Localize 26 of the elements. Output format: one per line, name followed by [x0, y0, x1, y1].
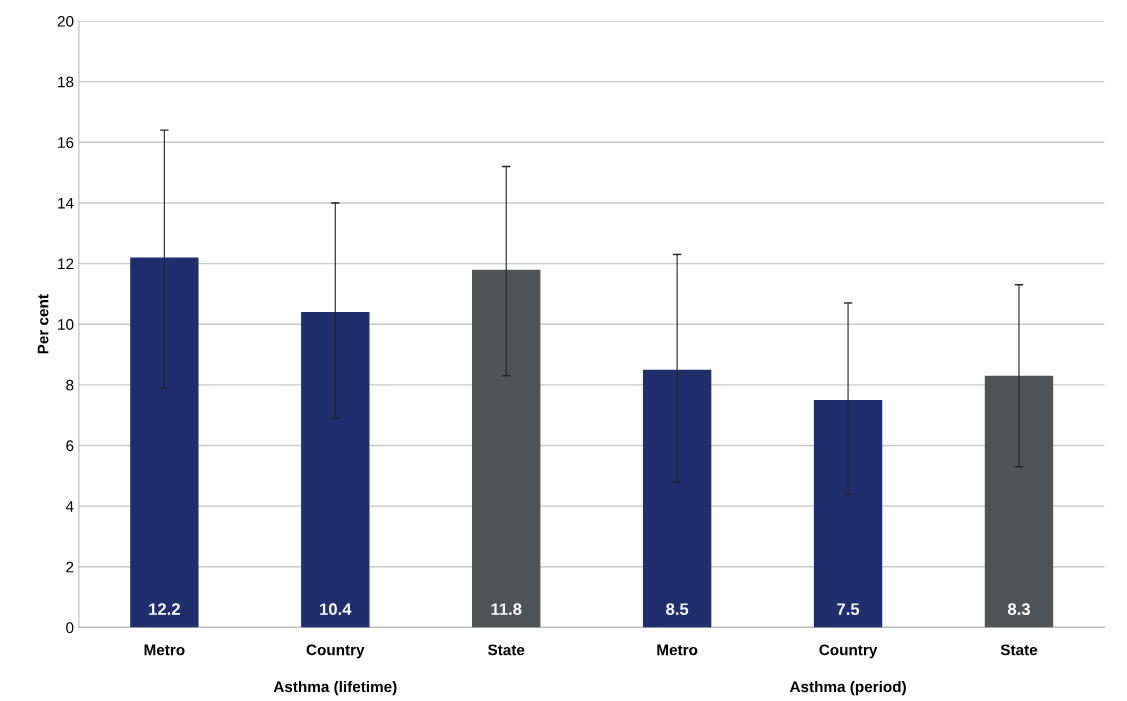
data-label: 8.3: [1007, 603, 1030, 616]
y-tick-label: 6: [66, 440, 74, 452]
y-tick-label: 18: [58, 76, 74, 88]
data-label: 12.2: [149, 603, 180, 615]
data-label: 7.5: [837, 603, 860, 616]
text: Asthma (lifetime): [273, 680, 397, 696]
text: Asthma (period): [789, 680, 906, 696]
y-tick-label: 4: [65, 501, 74, 512]
y-tick-label: 0: [66, 622, 74, 634]
x-tick-label: Country: [819, 644, 878, 659]
y-tick-label: 20: [57, 15, 74, 27]
y-tick-label: 12: [58, 258, 74, 270]
data-label: 8.5: [666, 603, 689, 616]
y-tick-label: 16: [58, 137, 74, 148]
x-tick-label: Metro: [144, 644, 185, 656]
y-tick-label: 2: [66, 561, 74, 573]
x-tick-label: Metro: [657, 644, 698, 656]
x-tick-label: State: [487, 644, 525, 656]
y-tick-label: 14: [58, 197, 74, 209]
x-tick-label: Country: [306, 644, 365, 659]
data-label: 11.8: [491, 603, 522, 616]
x-tick-label: State: [1000, 644, 1038, 656]
y-tick-label: 10: [58, 319, 74, 330]
y-axis-title: Per cent: [37, 294, 49, 354]
data-label: 10.4: [320, 603, 352, 616]
y-tick-label: 8: [66, 379, 74, 391]
